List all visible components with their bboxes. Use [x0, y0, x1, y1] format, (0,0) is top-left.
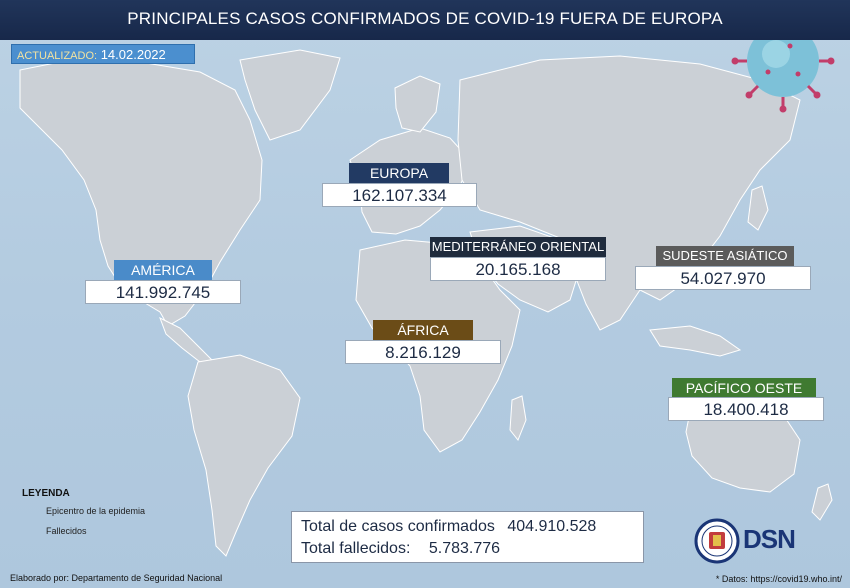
southeast-asia-islands-shape	[649, 325, 742, 357]
asia-shape	[457, 55, 801, 331]
page-title: PRINCIPALES CASOS CONFIRMADOS DE COVID-1…	[127, 9, 723, 28]
legend-item-epicentro: Epicentro de la epidemia	[46, 506, 146, 516]
region-tag-america: AMÉRICA	[114, 260, 212, 280]
updated-label: ACTUALIZADO:	[17, 50, 98, 62]
region-value-africa: 8.216.129	[345, 340, 501, 364]
region-value-pacifico: 18.400.418	[668, 397, 824, 421]
updated-date: 14.02.2022	[100, 47, 166, 62]
new-zealand-shape	[811, 483, 833, 521]
dsn-seal-icon	[694, 518, 740, 564]
region-value-europa: 162.107.334	[322, 183, 477, 207]
region-tag-africa: ÁFRICA	[373, 320, 473, 340]
central-america-shape	[159, 316, 214, 363]
updated-badge: ACTUALIZADO: 14.02.2022	[11, 44, 195, 64]
total-cases-value: 404.910.528	[507, 518, 597, 535]
japan-shape	[747, 185, 769, 231]
south-america-shape	[187, 354, 301, 557]
legend-title: LEYENDA	[22, 488, 70, 499]
greenland-shape	[239, 49, 341, 141]
totals-box: Total de casos confirmados 404.910.528 T…	[291, 511, 644, 563]
region-value-mediterraneo: 20.165.168	[430, 257, 606, 281]
total-deaths-value: 5.783.776	[428, 540, 501, 557]
source-text: * Datos: https://covid19.who.int/	[715, 574, 842, 584]
credit-text: Elaborado por: Departamento de Seguridad…	[10, 573, 223, 583]
region-tag-europa: EUROPA	[349, 163, 449, 183]
total-cases-label: Total de casos confirmados	[301, 518, 495, 535]
north-america-shape	[19, 57, 263, 327]
title-bar: PRINCIPALES CASOS CONFIRMADOS DE COVID-1…	[0, 0, 850, 40]
legend-item-fallecidos: Fallecidos	[46, 526, 87, 536]
region-value-america: 141.992.745	[85, 280, 241, 304]
region-value-sudeste: 54.027.970	[635, 266, 811, 290]
scandinavia-shape	[394, 75, 441, 133]
region-tag-pacifico: PACÍFICO OESTE	[672, 378, 816, 398]
region-tag-mediterraneo: MEDITERRÁNEO ORIENTAL	[430, 237, 606, 257]
madagascar-shape	[509, 395, 527, 441]
dsn-logo-text: DSN	[743, 524, 796, 554]
region-tag-sudeste: SUDESTE ASIÁTICO	[656, 246, 794, 266]
total-deaths-label: Total fallecidos:	[301, 540, 411, 557]
